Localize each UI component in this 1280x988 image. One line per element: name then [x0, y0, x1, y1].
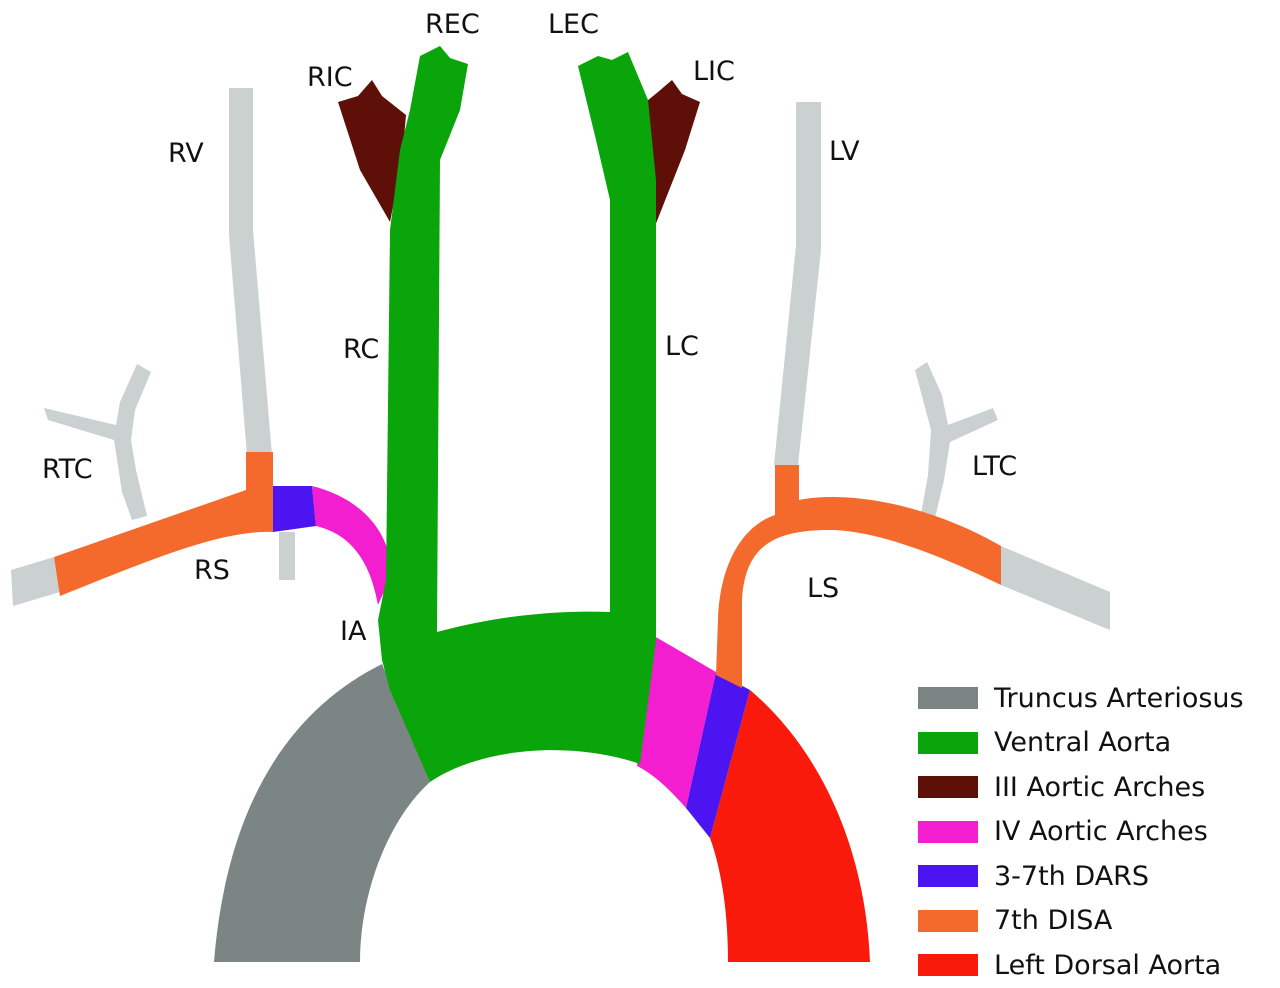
legend-label: 7th DISA: [994, 905, 1113, 937]
right-thyrocervical-trunk: [44, 364, 151, 520]
legend-swatch: [918, 954, 978, 977]
legend-swatch: [918, 687, 978, 710]
legend-item-left-dorsal-aorta: Left Dorsal Aorta: [918, 943, 1280, 988]
legend-label: 3-7th DARS: [994, 860, 1150, 892]
label-ltc: LTC: [972, 451, 1017, 482]
left-vertebral-artery: [774, 102, 821, 465]
label-rtc: RTC: [42, 454, 93, 485]
legend-item-truncus-arteriosus: Truncus Arteriosus: [918, 676, 1280, 721]
legend-swatch: [918, 909, 978, 932]
ventral-aorta: [378, 46, 656, 782]
label-rs: RS: [194, 555, 230, 586]
label-rv: RV: [168, 138, 204, 169]
right-subclavian-disa: [54, 452, 273, 596]
legend-item-dars: 3-7th DARS: [918, 854, 1280, 899]
left-thyrocervical-trunk: [915, 362, 998, 518]
label-lc: LC: [665, 331, 699, 362]
left-subclavian-disa: [716, 465, 1001, 688]
label-ls: LS: [807, 573, 839, 604]
legend-label: IV Aortic Arches: [994, 816, 1208, 848]
right-dars-segment: [273, 486, 316, 532]
legend-label: Truncus Arteriosus: [994, 682, 1244, 714]
right-subclavian-stub: [279, 532, 295, 580]
legend-label: III Aortic Arches: [994, 771, 1206, 803]
legend-label: Ventral Aorta: [994, 727, 1172, 759]
left-dorsal-aorta: [710, 690, 870, 962]
legend-swatch: [918, 776, 978, 799]
label-lic: LIC: [693, 56, 735, 87]
legend-item-disa: 7th DISA: [918, 899, 1280, 944]
right-vertebral-artery: [229, 88, 272, 455]
legend-swatch: [918, 865, 978, 888]
legend-label: Left Dorsal Aorta: [994, 949, 1222, 981]
left-dars-segment: [686, 672, 750, 838]
right-third-aortic-arch: [338, 80, 406, 222]
right-subclavian-distal: [11, 557, 60, 606]
legend-item-fourth-aortic-arches: IV Aortic Arches: [918, 810, 1280, 855]
left-subclavian-distal: [1001, 546, 1110, 630]
label-lv: LV: [829, 136, 860, 167]
label-rc: RC: [343, 334, 379, 365]
label-lec: LEC: [548, 9, 599, 40]
legend: Truncus Arteriosus Ventral Aorta III Aor…: [918, 676, 1280, 988]
legend-swatch: [918, 731, 978, 754]
right-fourth-aortic-arch: [312, 486, 392, 605]
left-fourth-aortic-arch: [637, 636, 716, 808]
label-rec: REC: [425, 9, 480, 40]
legend-item-third-aortic-arches: III Aortic Arches: [918, 765, 1280, 810]
legend-swatch: [918, 820, 978, 843]
legend-item-ventral-aorta: Ventral Aorta: [918, 721, 1280, 766]
truncus-arteriosus: [214, 664, 430, 962]
label-ric: RIC: [307, 62, 353, 93]
label-ia: IA: [340, 616, 367, 647]
